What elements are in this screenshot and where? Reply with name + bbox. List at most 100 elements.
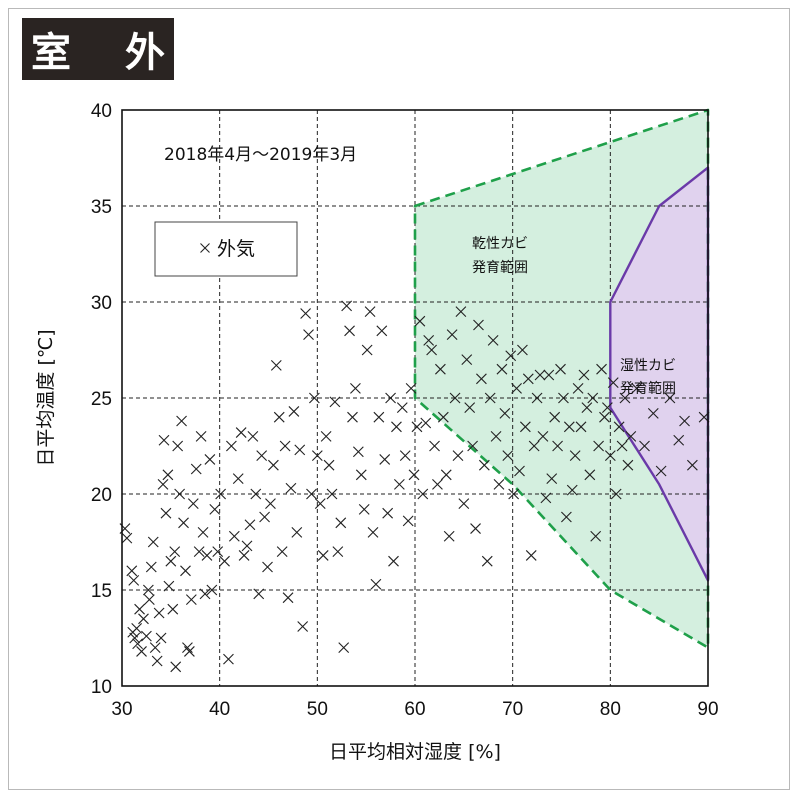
data-point	[209, 503, 221, 515]
data-point	[314, 498, 326, 509]
data-point	[288, 406, 300, 417]
data-point	[370, 578, 382, 590]
wet-mold-label-line1: 湿性カビ	[620, 358, 676, 374]
data-point	[396, 402, 408, 413]
growth-regions	[415, 110, 708, 648]
data-point	[549, 411, 561, 423]
data-point	[157, 479, 169, 490]
data-point	[147, 536, 159, 548]
data-point	[364, 306, 376, 317]
data-point	[455, 306, 467, 317]
data-point	[332, 546, 344, 557]
data-point	[420, 417, 432, 429]
data-point	[262, 561, 273, 573]
data-point	[169, 546, 181, 557]
data-point	[446, 329, 458, 341]
legend-box	[154, 221, 298, 277]
wet-mold-region-fill	[610, 167, 708, 581]
data-point	[647, 407, 659, 419]
data-point	[358, 503, 370, 515]
y-tick-label: 20	[91, 485, 112, 506]
data-point	[578, 369, 590, 381]
data-point	[193, 546, 205, 557]
data-point	[490, 431, 502, 442]
data-point	[128, 575, 140, 586]
data-point	[593, 440, 605, 452]
data-point	[599, 411, 610, 423]
data-point	[170, 661, 182, 673]
data-point	[385, 392, 396, 404]
data-point	[655, 465, 667, 477]
data-point	[320, 431, 332, 442]
data-point	[184, 646, 195, 657]
data-point	[178, 517, 189, 529]
data-point	[145, 561, 157, 573]
data-point	[417, 488, 429, 500]
data-point	[309, 392, 320, 404]
data-point	[566, 484, 578, 496]
data-point	[367, 527, 379, 538]
data-point	[432, 479, 443, 490]
data-point	[607, 377, 619, 389]
data-point	[256, 450, 268, 461]
data-point	[408, 469, 420, 481]
data-point	[496, 363, 508, 375]
data-point	[259, 511, 270, 523]
data-point	[273, 411, 285, 423]
data-points	[119, 300, 710, 673]
data-point	[311, 450, 323, 461]
data-point	[470, 523, 481, 534]
data-point	[388, 555, 399, 567]
axis-ticks: 30 40 50 60 70 80 90 10 15 20 25 30 35 40	[91, 101, 719, 720]
data-point	[673, 434, 685, 446]
data-point	[204, 454, 216, 465]
data-point	[180, 565, 191, 577]
data-point	[134, 603, 145, 615]
data-point	[151, 655, 163, 667]
data-point	[187, 498, 199, 509]
data-point	[162, 469, 174, 481]
data-point	[282, 592, 294, 604]
y-axis-label: 日平均温度 [℃]	[35, 329, 57, 466]
figure-frame	[8, 8, 790, 790]
legend-x-marker	[200, 243, 210, 253]
data-point	[265, 498, 276, 509]
data-point	[664, 392, 676, 404]
data-point	[303, 329, 314, 341]
x-tick-label: 90	[697, 699, 718, 720]
data-point	[341, 300, 353, 312]
data-point	[625, 431, 637, 442]
data-point	[522, 373, 534, 385]
data-point	[584, 469, 596, 481]
data-point	[126, 565, 138, 577]
data-point	[223, 653, 234, 665]
data-point	[219, 555, 230, 567]
data-point	[247, 431, 259, 442]
data-point	[552, 440, 563, 452]
data-point	[132, 638, 144, 650]
data-point	[153, 607, 165, 619]
data-point	[543, 369, 555, 381]
data-point	[458, 498, 470, 509]
location-badge-label: 室 外	[31, 30, 185, 76]
data-point	[317, 550, 329, 561]
data-point	[215, 488, 227, 500]
data-point	[619, 392, 631, 404]
data-point	[199, 588, 211, 600]
data-point	[160, 507, 172, 519]
data-point	[279, 440, 291, 452]
data-point	[560, 511, 572, 523]
data-point	[294, 444, 306, 456]
data-point	[622, 459, 634, 471]
data-point	[531, 392, 543, 404]
data-point	[487, 335, 499, 346]
data-point	[405, 383, 417, 394]
data-point	[590, 530, 602, 542]
y-tick-label: 15	[91, 581, 112, 602]
data-point	[435, 363, 446, 375]
data-point	[476, 373, 487, 385]
data-point	[297, 621, 309, 632]
legend: 外気	[154, 221, 298, 277]
data-point	[347, 411, 358, 423]
